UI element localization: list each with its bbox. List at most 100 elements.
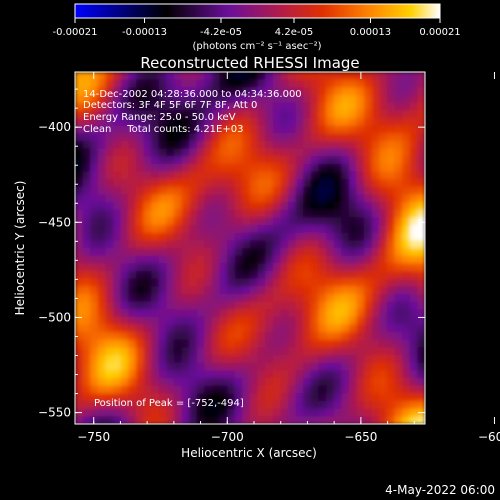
heatmap-cell <box>242 240 251 249</box>
heatmap-cell <box>181 72 190 81</box>
heatmap-cell <box>151 156 160 165</box>
heatmap-cell <box>364 293 373 303</box>
heatmap-cell <box>105 171 114 180</box>
heatmap-cell <box>120 79 129 88</box>
heatmap-cell <box>394 202 403 211</box>
heatmap-cell <box>371 117 380 127</box>
heatmap-cell <box>265 194 274 203</box>
heatmap-cell <box>151 362 160 372</box>
heatmap-cell <box>75 416 84 424</box>
heatmap-cell <box>341 370 350 379</box>
heatmap-cell <box>310 385 320 394</box>
heatmap-cell <box>341 378 350 387</box>
heatmap-cell <box>242 408 251 417</box>
heatmap-cell <box>402 232 411 241</box>
heatmap-cell <box>402 148 411 157</box>
heatmap-cell <box>151 332 160 341</box>
heatmap-cell <box>234 278 243 287</box>
heatmap-cell <box>105 72 114 81</box>
heatmap-cell <box>128 140 137 150</box>
heatmap-cell <box>295 94 304 104</box>
heatmap-cell <box>379 248 388 257</box>
heatmap-cell <box>333 240 342 249</box>
heatmap-cell <box>265 217 274 226</box>
heatmap-cell <box>90 416 99 424</box>
heatmap-cell <box>120 171 129 180</box>
heatmap-cell <box>265 232 274 241</box>
heatmap-cell <box>348 370 358 379</box>
heatmap-cell <box>417 102 425 111</box>
heatmap-cell <box>158 140 167 150</box>
heatmap-cell <box>189 225 198 234</box>
heatmap-cell <box>371 79 380 88</box>
heatmap-cell <box>326 408 335 417</box>
generation-date: 4-May-2022 06:00 <box>385 483 495 497</box>
heatmap-cell <box>386 156 396 165</box>
heatmap-cell <box>75 378 84 387</box>
heatmap-cell <box>82 408 91 417</box>
heatmap-cell <box>128 117 137 127</box>
heatmap-cell <box>280 362 289 372</box>
heatmap-cell <box>318 339 327 349</box>
heatmap-cell <box>105 270 114 280</box>
heatmap-cell <box>265 339 274 349</box>
heatmap-cell <box>371 148 380 157</box>
heatmap-cell <box>295 133 304 142</box>
heatmap-cell <box>379 378 388 387</box>
heatmap-cell <box>234 148 243 157</box>
heatmap-cell <box>151 148 160 157</box>
heatmap-cell <box>333 293 342 303</box>
heatmap-cell <box>196 355 205 364</box>
heatmap-cell <box>135 72 145 81</box>
heatmap-cell <box>82 125 91 134</box>
heatmap-cell <box>242 110 251 119</box>
heatmap-cell <box>371 393 380 402</box>
heatmap-cell <box>364 117 373 127</box>
heatmap-cell <box>166 324 175 333</box>
heatmap-cell <box>120 416 129 424</box>
heatmap-cell <box>295 278 304 287</box>
heatmap-cell <box>272 270 282 280</box>
heatmap-cell <box>242 179 251 188</box>
heatmap-cell <box>386 408 396 417</box>
heatmap-cell <box>90 263 99 272</box>
heatmap-cell <box>371 102 380 111</box>
heatmap-cell <box>242 362 251 372</box>
heatmap-cell <box>189 355 198 364</box>
heatmap-cell <box>257 87 266 96</box>
heatmap-cell <box>288 217 297 226</box>
heatmap-cell <box>166 263 175 272</box>
heatmap-cell <box>97 87 107 96</box>
heatmap-cell <box>341 355 350 364</box>
heatmap-cell <box>250 171 259 180</box>
heatmap-cell <box>364 148 373 157</box>
heatmap-cell <box>135 270 145 280</box>
heatmap-cell <box>90 156 99 165</box>
heatmap-cell <box>326 125 335 134</box>
heatmap-cell <box>295 110 304 119</box>
heatmap-cell <box>105 255 114 264</box>
heatmap-cell <box>333 117 342 127</box>
heatmap-cell <box>394 232 403 241</box>
heatmap-cell <box>166 102 175 111</box>
heatmap-cell <box>166 225 175 234</box>
heatmap-cell <box>318 286 327 295</box>
heatmap-cell <box>120 339 129 349</box>
colorbar-ticks: -0.00021 -0.00013 -4.2e-05 4.2e-05 0.00013 0.… <box>53 18 461 38</box>
heatmap-cell <box>257 339 266 349</box>
heatmap-cell <box>120 217 129 226</box>
heatmap-cell <box>356 263 365 272</box>
heatmap-cell <box>402 347 411 356</box>
heatmap-cell <box>310 301 320 310</box>
heatmap-cell <box>341 163 350 173</box>
heatmap-cell <box>257 270 266 280</box>
heatmap-cell <box>318 385 327 394</box>
heatmap-cell <box>189 339 198 349</box>
heatmap-cell <box>173 240 183 249</box>
heatmap-cell <box>234 301 243 310</box>
heatmap-cell <box>295 301 304 310</box>
heatmap-cell <box>143 286 152 295</box>
heatmap-cell <box>143 248 152 257</box>
heatmap-cell <box>417 339 425 349</box>
heatmap-cell <box>295 148 304 157</box>
